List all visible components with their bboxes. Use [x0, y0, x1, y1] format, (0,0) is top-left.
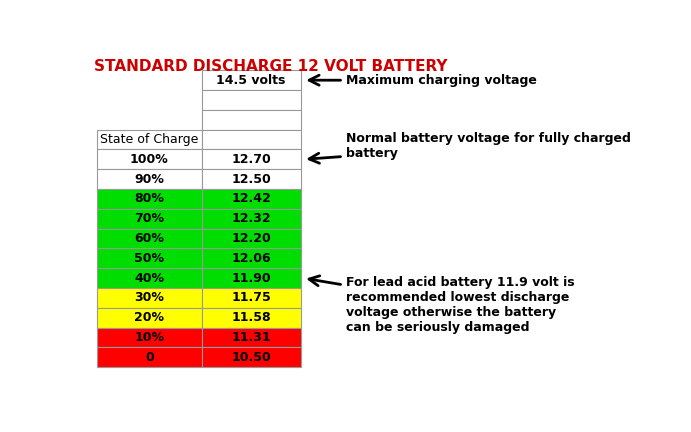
- Text: Maximum charging voltage: Maximum charging voltage: [309, 74, 537, 87]
- Text: 12.42: 12.42: [231, 192, 271, 206]
- Bar: [97, 248, 202, 268]
- Text: 80%: 80%: [134, 192, 164, 206]
- Text: 30%: 30%: [134, 292, 164, 305]
- Text: State of Charge: State of Charge: [100, 133, 198, 146]
- Bar: [97, 288, 202, 308]
- Text: Normal battery voltage for fully charged
battery: Normal battery voltage for fully charged…: [309, 132, 631, 163]
- Bar: [202, 327, 301, 347]
- Bar: [97, 130, 202, 149]
- Bar: [97, 229, 202, 248]
- Text: 11.31: 11.31: [231, 331, 271, 344]
- Bar: [97, 149, 202, 169]
- Bar: [97, 308, 202, 327]
- Text: STANDARD DISCHARGE 12 VOLT BATTERY: STANDARD DISCHARGE 12 VOLT BATTERY: [95, 59, 448, 74]
- Text: 10.50: 10.50: [231, 351, 271, 364]
- Text: 11.58: 11.58: [231, 311, 271, 324]
- Bar: [97, 327, 202, 347]
- Bar: [202, 70, 301, 90]
- Bar: [202, 169, 301, 189]
- Text: 10%: 10%: [134, 331, 164, 344]
- Text: 0: 0: [145, 351, 153, 364]
- Bar: [202, 229, 301, 248]
- Bar: [202, 209, 301, 229]
- Bar: [97, 189, 202, 209]
- Bar: [202, 308, 301, 327]
- Bar: [202, 149, 301, 169]
- Text: 12.32: 12.32: [231, 212, 271, 225]
- Text: 12.50: 12.50: [231, 173, 271, 186]
- Bar: [97, 347, 202, 367]
- Text: 100%: 100%: [130, 153, 169, 166]
- Bar: [97, 169, 202, 189]
- Bar: [202, 268, 301, 288]
- Text: 20%: 20%: [134, 311, 164, 324]
- Bar: [202, 347, 301, 367]
- Text: 60%: 60%: [134, 232, 164, 245]
- Bar: [202, 288, 301, 308]
- Bar: [202, 110, 301, 130]
- Text: 90%: 90%: [134, 173, 164, 186]
- Bar: [97, 209, 202, 229]
- Text: 11.90: 11.90: [231, 272, 271, 285]
- Text: 11.75: 11.75: [231, 292, 271, 305]
- Bar: [202, 248, 301, 268]
- Text: 12.70: 12.70: [231, 153, 271, 166]
- Text: 50%: 50%: [134, 252, 164, 265]
- Text: 14.5 volts: 14.5 volts: [216, 74, 286, 87]
- Text: 70%: 70%: [134, 212, 164, 225]
- Bar: [97, 268, 202, 288]
- Bar: [202, 130, 301, 149]
- Text: 12.20: 12.20: [231, 232, 271, 245]
- Bar: [202, 90, 301, 110]
- Bar: [202, 189, 301, 209]
- Text: 40%: 40%: [134, 272, 164, 285]
- Text: For lead acid battery 11.9 volt is
recommended lowest discharge
voltage otherwis: For lead acid battery 11.9 volt is recom…: [309, 276, 575, 334]
- Text: 12.06: 12.06: [231, 252, 271, 265]
